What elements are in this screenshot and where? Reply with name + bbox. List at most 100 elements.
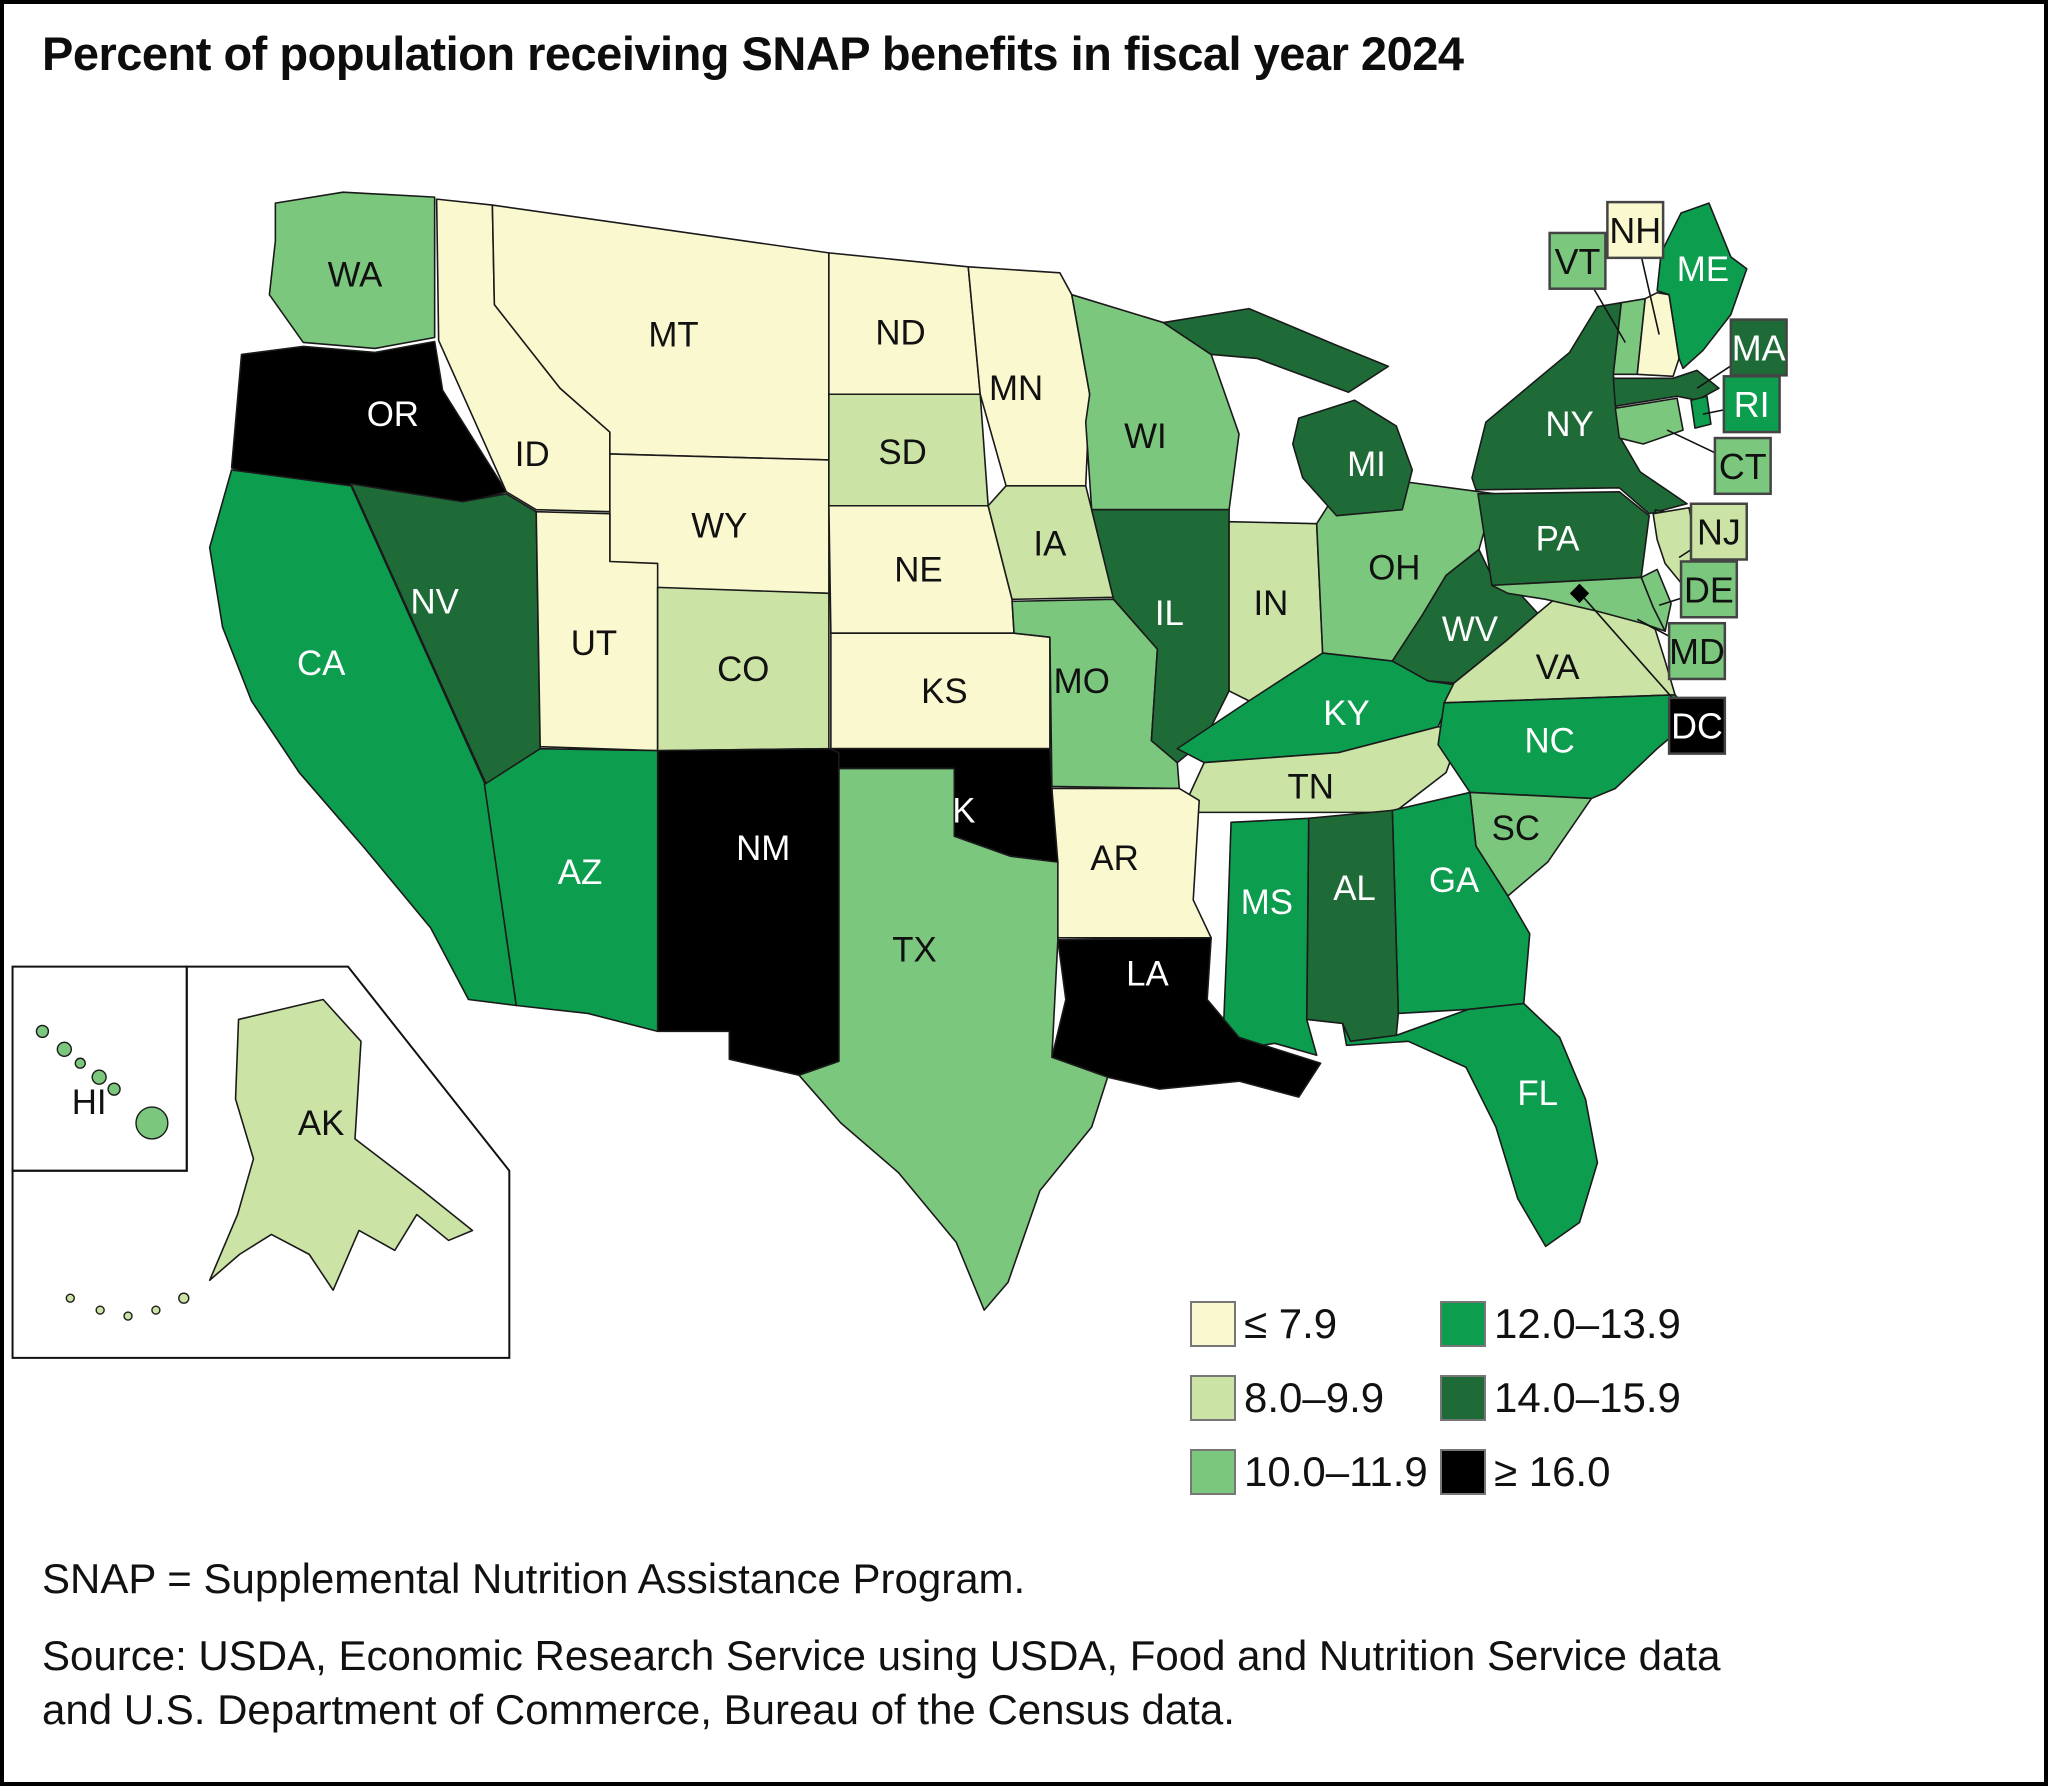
state-box-label-nj: NJ [1697,513,1741,553]
state-label-nv: NV [410,582,459,621]
state-box-label-ri: RI [1734,385,1770,425]
state-box-label-dc: DC [1671,707,1723,747]
state-box-label-nh: NH [1609,211,1661,251]
state-box-nj [1689,502,1748,561]
state-box-nh [1606,200,1665,260]
state-box-label-de: DE [1684,570,1734,610]
state-al [1305,809,1400,1043]
state-box-label-vt: VT [1555,242,1601,282]
legend-label-bin2: 8.0–9.9 [1244,1374,1385,1421]
state-ct [1614,397,1684,445]
state-label-id: ID [515,435,550,474]
source-note: Source: USDA, Economic Research Service … [42,1631,1721,1734]
state-label-ut: UT [571,624,617,663]
state-label-nc: NC [1524,722,1574,761]
state-box-label-md: MD [1669,632,1725,672]
legend-swatch-bin1 [1190,1301,1236,1347]
inset-frames [11,965,511,1359]
state-hi-island5 [107,1082,121,1096]
chart-title: Percent of population receiving SNAP ben… [42,27,1464,80]
hawaii-inset-frame [11,965,188,1172]
state-label-wa: WA [328,256,384,295]
state-label-il: IL [1155,594,1184,633]
state-ak-island5 [65,1293,75,1303]
legend-label-bin1: ≤ 7.9 [1244,1300,1338,1347]
state-ak-island3 [123,1311,133,1321]
state-box-ri [1722,375,1781,434]
legend-swatch-bin3 [1190,1449,1236,1495]
state-label-ia: IA [1033,525,1067,564]
state-ak-island4 [95,1305,105,1315]
state-box-de [1679,560,1739,619]
state-hi-island6 [135,1106,169,1140]
state-label-wy: WY [691,507,747,546]
states: WA OR CA NV ID MT WY UT CO ND SD NE KS MN IA MO WI IL IN OH… [35,191,1748,1321]
footnotes: SNAP = Supplemental Nutrition Assistance… [42,1552,1772,1760]
state-ma [1612,369,1720,407]
state-ak [208,998,474,1292]
state-label-wv: WV [1442,610,1499,649]
state-label-ga: GA [1429,861,1480,900]
state-mi-part2 [1291,399,1414,517]
abbreviation-note: SNAP = Supplemental Nutrition Assistance… [42,1555,1026,1602]
state-label-mo: MO [1054,662,1110,701]
state-nm [656,747,840,1076]
state-ga [1391,791,1531,1015]
state-label-tx: TX [892,931,937,970]
state-label-mi: MI [1347,445,1386,484]
legend-item-bin2: 8.0–9.9 [1190,1374,1440,1422]
state-label-al: AL [1333,869,1376,908]
state-fl [1341,1002,1599,1248]
state-label-wi: WI [1124,417,1167,456]
legend-swatch-bin5 [1440,1375,1486,1421]
state-label-ca: CA [297,644,346,683]
state-label-hi: HI [72,1083,107,1122]
state-box-ct [1713,436,1772,496]
state-hi-island2 [56,1041,72,1057]
state-pa [1477,491,1650,587]
state-md [1491,576,1666,632]
state-label-az: AZ [558,853,603,892]
state-ia [987,485,1115,601]
state-label-co: CO [717,650,769,689]
legend-label-bin5: 14.0–15.9 [1494,1374,1681,1421]
state-label-fl: FL [1517,1074,1558,1113]
state-hi-island3 [74,1057,86,1069]
state-hi-island4 [91,1069,107,1085]
legend-swatch-bin6 [1440,1449,1486,1495]
state-box-vt [1548,231,1607,290]
state-box-label-ma: MA [1732,328,1786,368]
legend-swatch-bin2 [1190,1375,1236,1421]
state-ms [1222,817,1318,1057]
legend-item-bin3: 10.0–11.9 [1190,1448,1440,1496]
state-label-me: ME [1677,250,1729,289]
state-label-mt: MT [648,315,698,354]
alaska-inset-frame [11,965,511,1359]
state-label-oh: OH [1368,548,1420,587]
legend-item-bin6: ≥ 16.0 [1440,1448,1681,1496]
state-label-va: VA [1536,648,1581,687]
state-label-tn: TN [1287,767,1333,806]
state-label-ms: MS [1241,883,1293,922]
state-label-ky: KY [1323,694,1369,733]
state-label-or: OR [367,395,419,434]
state-label-pa: PA [1536,520,1581,559]
legend-label-bin6: ≥ 16.0 [1494,1448,1611,1495]
state-label-nd: ND [875,313,925,352]
state-hi-island1 [35,1024,50,1039]
state-label-ar: AR [1090,839,1138,878]
state-la [1051,937,1322,1098]
state-ak-island2 [151,1305,161,1315]
state-label-ks: KS [921,672,967,711]
state-label-ny: NY [1545,405,1593,444]
state-label-in: IN [1253,584,1288,623]
legend: ≤ 7.9 8.0–9.9 10.0–11.9 12.0–13.9 14.0–1… [1190,1300,1681,1496]
us-choropleth-map: WA OR CA NV ID MT WY UT CO ND SD NE KS MN IA MO WI IL IN OH… [11,191,1788,1359]
state-label-ak: AK [298,1104,344,1143]
legend-label-bin3: 10.0–11.9 [1244,1448,1428,1495]
state-label-nm: NM [736,829,790,868]
state-box-dc [1667,696,1727,755]
legend-label-bin4: 12.0–13.9 [1494,1300,1681,1347]
